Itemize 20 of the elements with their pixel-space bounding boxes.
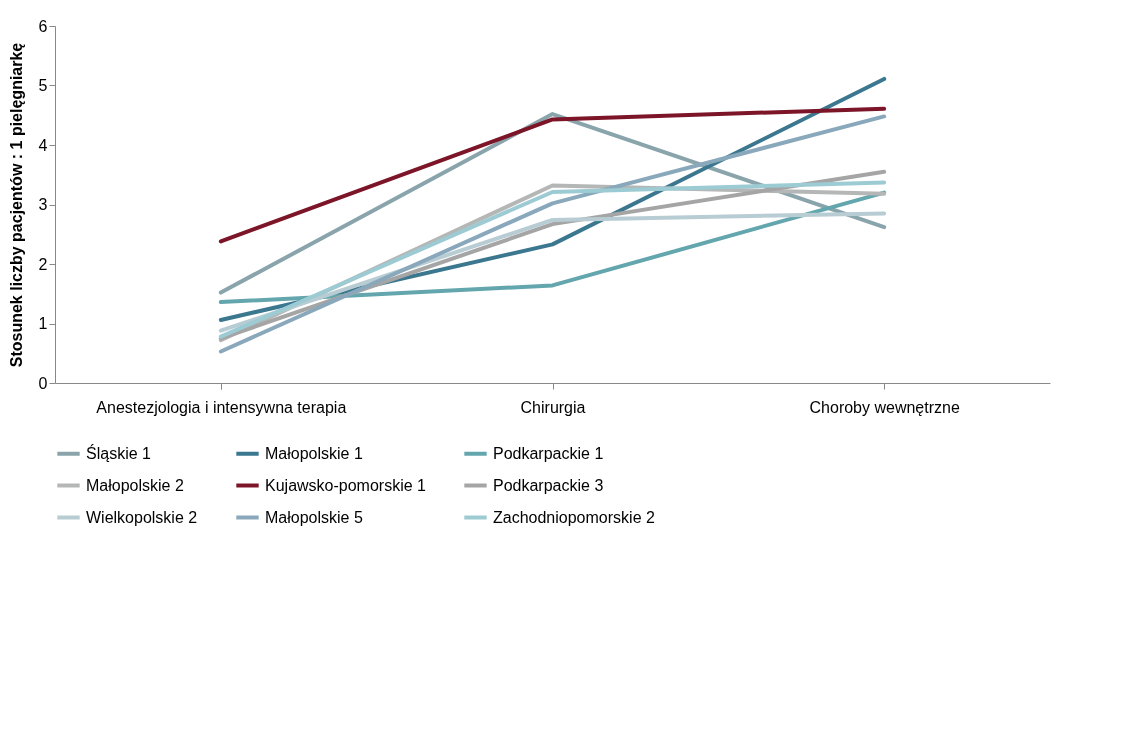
legend-label: Wielkopolskie 2 — [86, 508, 198, 526]
legend-label: Podkarpackie 3 — [493, 476, 604, 494]
y-tick-label: 4 — [38, 136, 48, 154]
x-tick-label: Choroby wewnętrzne — [809, 398, 960, 416]
y-tick-label: 5 — [38, 77, 48, 94]
x-tick-label: Chirurgia — [520, 398, 586, 416]
legend-label: Małopolskie 1 — [265, 444, 363, 462]
y-tick-label: 3 — [38, 196, 48, 213]
legend-label: Śląskie 1 — [86, 443, 152, 462]
x-tick-label: Anestezjologia i intensywna terapia — [96, 398, 347, 416]
y-tick-label: 0 — [38, 374, 48, 392]
y-tick-label: 1 — [38, 315, 48, 332]
legend-label: Zachodniopomorskie 2 — [493, 508, 655, 526]
y-tick-label: 2 — [38, 255, 48, 273]
legend-label: Małopolskie 5 — [265, 508, 363, 526]
y-tick-label: 6 — [38, 17, 48, 35]
legend-label: Kujawsko-pomorskie 1 — [265, 476, 427, 494]
legend-label: Małopolskie 2 — [86, 476, 184, 494]
legend-label: Podkarpackie 1 — [493, 444, 604, 462]
y-axis-title: Stosunek liczby pacjentów : 1 pielęgniarkę — [7, 42, 25, 368]
